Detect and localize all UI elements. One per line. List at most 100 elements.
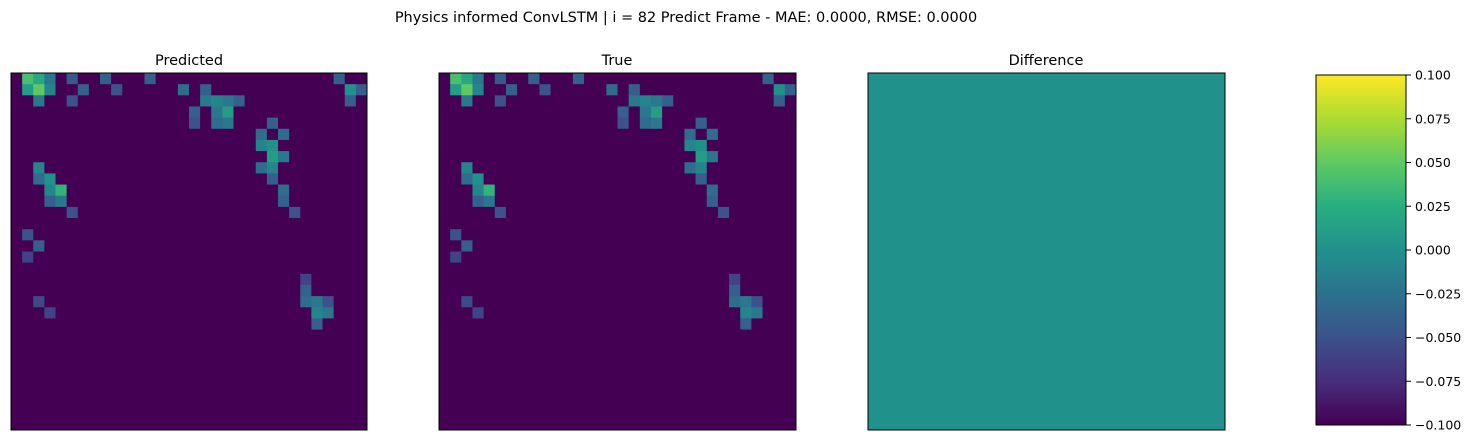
heatmap-cell [773,151,786,163]
heatmap-cell [33,329,45,342]
heatmap-cell [233,363,246,375]
heatmap-cell [595,318,607,330]
heatmap-cell [278,396,290,409]
heatmap-cell [505,240,518,252]
heatmap-cell [483,73,496,85]
predicted-title: Predicted [155,53,223,69]
heatmap-cell [617,106,630,119]
heatmap-cell [517,396,529,409]
heatmap-cell [222,128,234,141]
heatmap-cell [550,418,563,431]
heatmap-cell [300,273,312,286]
heatmap-cell [517,407,529,420]
heatmap-cell [673,173,685,185]
heatmap-cell [200,396,212,409]
heatmap-cell [211,318,223,330]
heatmap-cell [355,374,368,386]
heatmap-cell [200,374,212,386]
heatmap-cell [244,162,257,174]
heatmap-cell [762,106,775,119]
heatmap-cell [66,128,79,141]
heatmap-cell [44,407,56,420]
heatmap-cell [322,106,335,119]
heatmap-cell [177,128,190,141]
heatmap-cell [751,218,763,230]
heatmap-cell [784,73,797,85]
heatmap-cell [717,84,730,96]
heatmap-cell [66,173,79,185]
heatmap-cell [762,396,775,409]
heatmap-cell [639,95,652,107]
heatmap-cell [584,84,596,96]
heatmap-cell [166,139,179,152]
heatmap-cell [461,218,473,230]
heatmap-cell [289,329,301,342]
heatmap-cell [762,139,775,152]
heatmap-cell [133,251,145,264]
heatmap-cell [22,218,34,230]
heatmap-cell [472,73,485,85]
heatmap-cell [278,195,290,208]
heatmap-cell [133,385,145,397]
heatmap-cell [122,195,134,208]
heatmap-cell [505,117,518,130]
heatmap-cell [155,340,168,353]
heatmap-cell [166,307,179,319]
heatmap-cell [606,128,618,141]
heatmap-cell [539,284,551,297]
heatmap-cell [44,195,56,208]
heatmap-cell [11,195,23,208]
heatmap-cell [673,385,685,397]
heatmap-cell [472,195,485,208]
heatmap-cell [706,106,719,119]
heatmap-cell [695,329,708,342]
heatmap-cell [572,396,585,409]
heatmap-cell [33,195,45,208]
heatmap-cell [472,318,485,330]
heatmap-cell [177,396,190,409]
heatmap-cell [450,262,462,275]
heatmap-cell [344,351,357,364]
heatmap-cell [773,307,786,319]
heatmap-cell [773,106,786,119]
heatmap-cell [189,418,201,431]
heatmap-cell [706,329,719,342]
heatmap-cell [266,329,279,342]
heatmap-cell [177,407,190,420]
heatmap-cell [322,262,335,275]
heatmap-cell [333,374,346,386]
heatmap-cell [706,418,719,431]
heatmap-cell [617,73,630,85]
heatmap-cell [572,151,585,163]
heatmap-cell [233,407,246,420]
heatmap-cell [673,218,685,230]
heatmap-cell [33,296,45,308]
heatmap-cell [144,184,157,197]
heatmap-cell [300,351,312,364]
heatmap-cell [517,151,529,163]
heatmap-cell [528,273,540,286]
heatmap-cell [77,117,90,130]
heatmap-cell [740,162,752,174]
heatmap-cell [77,106,90,119]
heatmap-cell [617,84,630,96]
heatmap-cell [111,73,123,85]
heatmap-cell [606,363,618,375]
heatmap-cell [244,273,257,286]
heatmap-cell [111,84,123,96]
heatmap-cell [300,307,312,319]
heatmap-cell [561,262,574,275]
true-title: True [601,53,633,69]
heatmap-cell [222,418,234,431]
heatmap-cell [22,73,34,85]
heatmap-cell [166,95,179,107]
heatmap-cell [729,84,741,96]
heatmap-cell [628,374,641,386]
heatmap-cell [450,251,462,264]
heatmap-cell [122,184,134,197]
heatmap-cell [729,95,741,107]
heatmap-cell [100,106,112,119]
heatmap-cell [133,374,145,386]
heatmap-cell [650,95,663,107]
heatmap-cell [729,385,741,397]
